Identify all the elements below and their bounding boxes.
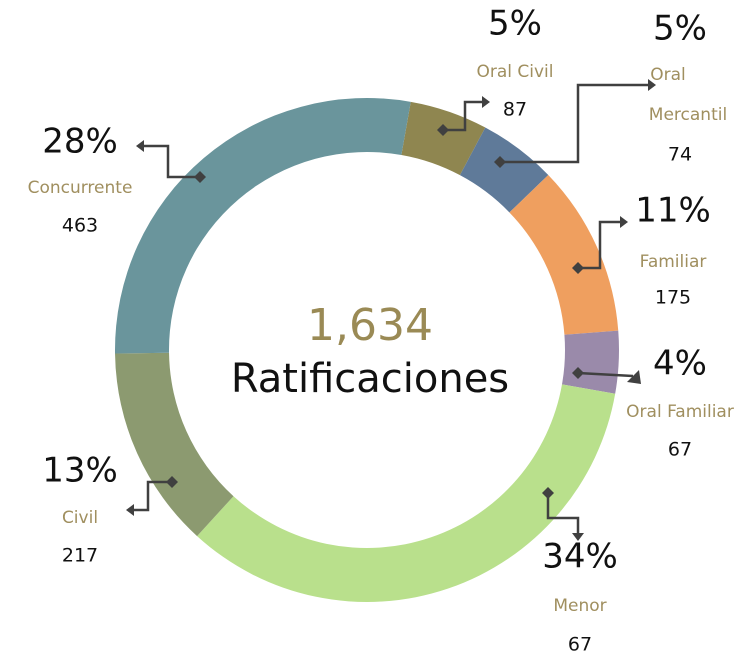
- percent-label: 5%: [653, 9, 707, 49]
- count-label: 463: [62, 215, 98, 237]
- percent-label: 13%: [42, 451, 118, 491]
- category-label: Civil: [62, 508, 98, 528]
- leader-arrow: [572, 533, 584, 541]
- category-label: Concurrente: [28, 178, 133, 198]
- slice: [115, 352, 234, 537]
- percent-label: 28%: [42, 122, 118, 162]
- leader-arrow: [136, 140, 144, 152]
- leader-arrow: [482, 96, 490, 108]
- leader-dot: [572, 367, 584, 379]
- category-label: Oral Familiar: [626, 402, 734, 422]
- leader-line: [577, 371, 634, 378]
- category-label: Menor: [553, 596, 606, 616]
- category-label: Oral Civil: [476, 62, 553, 82]
- percent-label: 4%: [653, 344, 707, 384]
- leader-arrow: [648, 79, 656, 91]
- count-label: 175: [655, 287, 691, 309]
- leader-line: [134, 480, 172, 512]
- leader-line: [546, 493, 580, 533]
- count-label: 74: [668, 144, 692, 166]
- slice: [197, 384, 616, 603]
- center-label: Ratificaciones: [231, 356, 509, 402]
- leader-line: [578, 220, 620, 270]
- leader-dot: [166, 476, 178, 488]
- leader-dot: [572, 262, 584, 274]
- leader-line: [500, 83, 648, 164]
- leader-dot: [194, 171, 206, 183]
- slice: [115, 98, 411, 354]
- count-label: 67: [568, 634, 592, 656]
- category-label: Familiar: [640, 252, 707, 272]
- slice: [561, 330, 619, 394]
- percent-label: 34%: [542, 537, 618, 577]
- leader-line: [144, 144, 200, 179]
- leader-line: [443, 100, 482, 132]
- count-label: 217: [62, 545, 98, 567]
- percent-label: 5%: [488, 4, 542, 44]
- percent-label: 11%: [635, 191, 711, 231]
- count-label: 67: [668, 439, 692, 461]
- count-label: 87: [503, 99, 527, 121]
- leader-arrow: [620, 216, 628, 228]
- slice: [459, 127, 549, 213]
- leader-arrow: [627, 370, 641, 384]
- leader-arrow: [126, 504, 134, 516]
- ring: [115, 98, 619, 603]
- slice: [509, 174, 619, 335]
- total: 1,634: [307, 300, 433, 351]
- leader-dot: [437, 124, 449, 136]
- leader-dot: [542, 487, 554, 499]
- leader-dot: [494, 156, 506, 168]
- category-label: Oral Mercantil: [649, 65, 727, 125]
